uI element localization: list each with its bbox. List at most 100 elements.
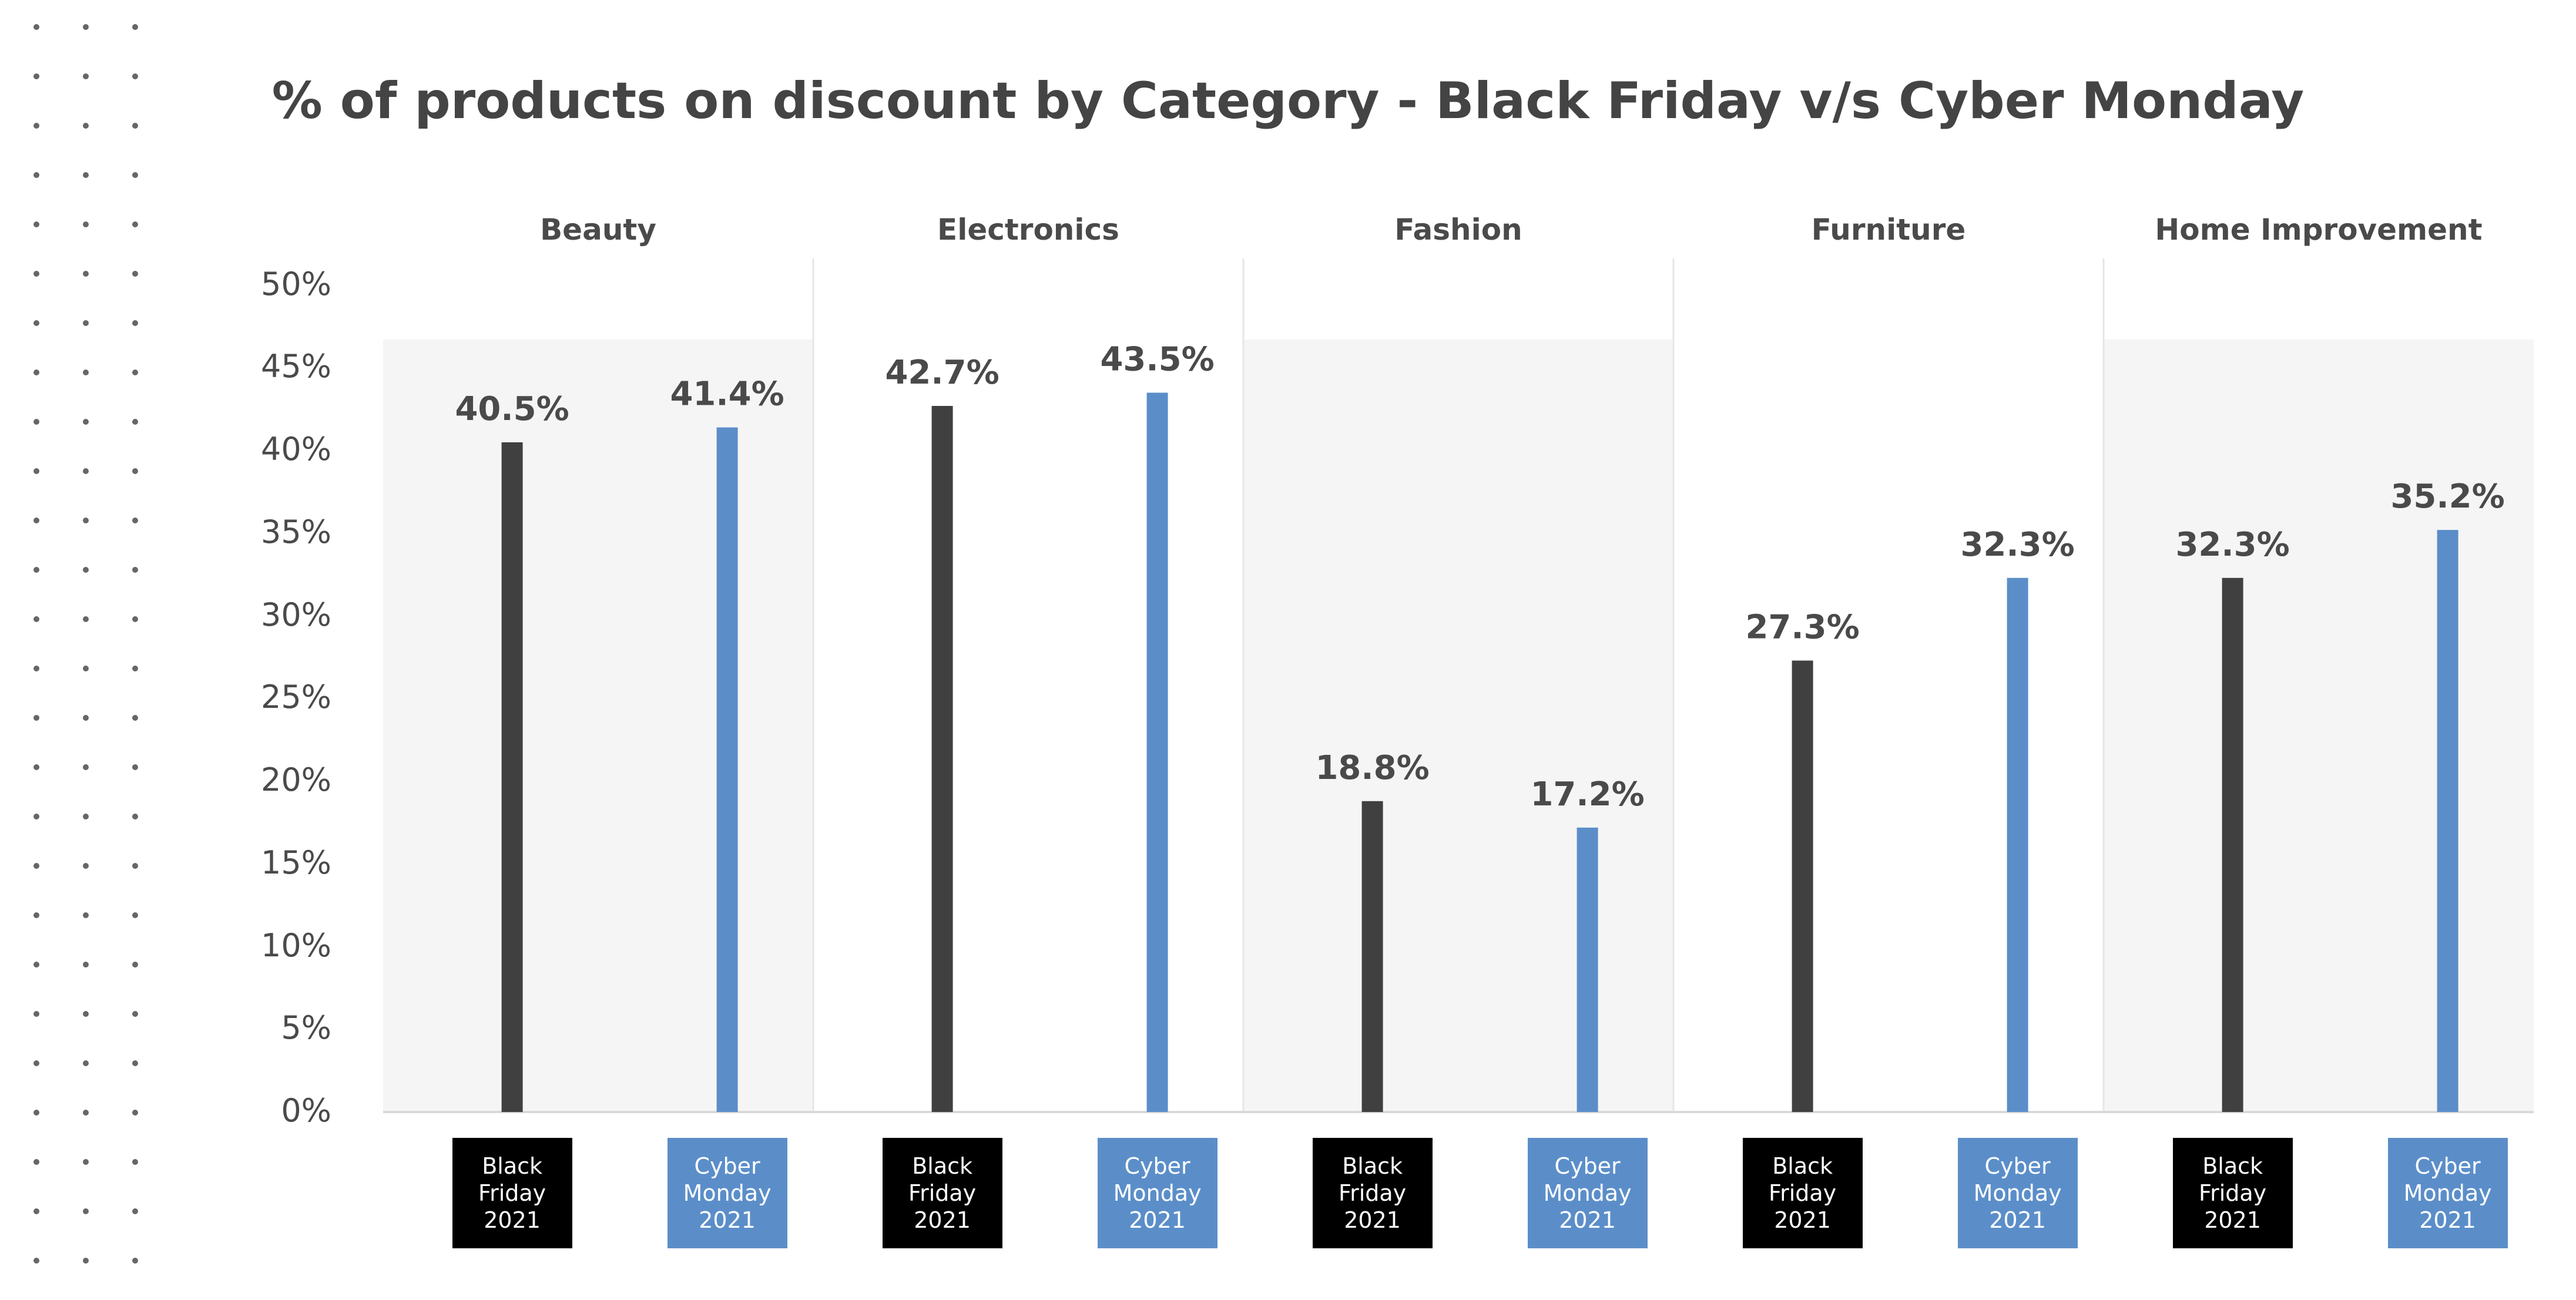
decor-dot	[83, 221, 89, 227]
decor-dot	[33, 221, 39, 227]
bar-furniture-series-2	[2007, 577, 2028, 1112]
x-label-line: Cyber	[1554, 1153, 1621, 1179]
y-tick-label: 15%	[260, 844, 331, 881]
y-tick-label: 0%	[281, 1092, 331, 1129]
bar-electronics-series-2	[1146, 392, 1168, 1112]
decor-dot	[33, 1011, 39, 1017]
decor-dot	[132, 1060, 138, 1066]
y-tick-label: 50%	[260, 265, 331, 303]
x-label-line: Black	[2202, 1153, 2263, 1179]
decor-dot	[33, 666, 39, 671]
decor-dot	[83, 1060, 89, 1066]
decor-dot	[83, 1159, 89, 1165]
x-label-line: Black	[912, 1153, 972, 1179]
decor-dot	[132, 1011, 138, 1017]
x-label-line: Cyber	[1984, 1153, 2051, 1179]
x-label-line: 2021	[2204, 1207, 2261, 1233]
data-label-beauty-series-2: 41.4%	[670, 375, 784, 414]
decor-dot	[33, 518, 39, 523]
x-label-box-furniture-series-1: Black Friday 2021	[1742, 1138, 1863, 1248]
decor-dot	[83, 271, 89, 277]
data-label-home-improvement-series-2: 35.2%	[2390, 478, 2504, 516]
data-label-electronics-series-2: 43.5%	[1100, 340, 1214, 378]
decor-dot	[33, 1208, 39, 1214]
panel-shade-beauty	[383, 340, 813, 1112]
decor-dot	[33, 320, 39, 326]
x-label-line: Black	[1772, 1153, 1833, 1179]
decor-dot	[83, 715, 89, 721]
bar-fashion-series-2	[1577, 827, 1598, 1112]
decor-dot	[33, 369, 39, 375]
decor-dot	[132, 912, 138, 918]
decor-dot	[33, 962, 39, 968]
decor-dot	[33, 468, 39, 474]
x-label-line: 2021	[1989, 1207, 2046, 1233]
decor-dot	[33, 172, 39, 178]
bar-furniture-series-1	[1792, 660, 1813, 1112]
decor-dot	[83, 419, 89, 425]
chart-title: % of products on discount by Category - …	[271, 72, 2305, 130]
decor-dot	[83, 518, 89, 523]
decor-dot	[83, 814, 89, 819]
bar-beauty-series-2	[716, 427, 738, 1112]
x-label-line: 2021	[1774, 1207, 1831, 1233]
decor-dot	[83, 616, 89, 622]
decor-dot	[83, 320, 89, 326]
decor-dot	[132, 1110, 138, 1116]
decor-dot	[132, 271, 138, 277]
decor-dot	[83, 666, 89, 671]
decor-dot	[33, 912, 39, 918]
decor-dot	[33, 863, 39, 869]
decor-dot	[132, 567, 138, 573]
data-label-fashion-series-1: 18.8%	[1315, 749, 1429, 787]
x-label-line: 2021	[1129, 1207, 1186, 1233]
x-label-line: Monday	[1973, 1180, 2062, 1206]
y-tick-label: 35%	[260, 513, 331, 550]
decor-dot	[33, 1110, 39, 1116]
decor-dot	[132, 814, 138, 819]
x-label-line: 2021	[914, 1207, 971, 1233]
decor-dot	[83, 962, 89, 968]
decor-dot	[132, 715, 138, 721]
category-label-fashion: Fashion	[1394, 213, 1522, 247]
x-label-line: Cyber	[1124, 1153, 1190, 1179]
decor-dot	[83, 1208, 89, 1214]
x-label-line: 2021	[2419, 1207, 2476, 1233]
decor-dot	[33, 419, 39, 425]
decor-dot	[132, 468, 138, 474]
x-label-line: Friday	[1769, 1180, 1837, 1206]
data-label-beauty-series-1: 40.5%	[455, 390, 569, 428]
decor-dot	[33, 764, 39, 770]
y-tick-label: 10%	[260, 926, 331, 964]
decor-dot	[132, 764, 138, 770]
decor-dot	[132, 419, 138, 425]
y-tick-label: 40%	[260, 431, 331, 468]
decor-dot	[83, 1011, 89, 1017]
data-label-furniture-series-2: 32.3%	[1960, 526, 2074, 564]
x-label-line: Monday	[2403, 1180, 2492, 1206]
decor-dot	[33, 271, 39, 277]
x-label-line: 2021	[1559, 1207, 1616, 1233]
decor-dot	[33, 567, 39, 573]
bar-fashion-series-1	[1361, 801, 1383, 1112]
x-label-line: Monday	[1543, 1180, 1632, 1206]
x-label-box-home-improvement-series-1: Black Friday 2021	[2172, 1138, 2293, 1248]
x-label-box-electronics-series-1: Black Friday 2021	[882, 1138, 1002, 1248]
bar-electronics-series-1	[931, 405, 953, 1112]
decor-dot	[33, 1159, 39, 1165]
data-label-fashion-series-2: 17.2%	[1530, 775, 1644, 814]
x-label-line: Cyber	[2414, 1153, 2481, 1179]
bar-home-improvement-series-2	[2437, 530, 2458, 1112]
y-tick-label: 5%	[281, 1009, 331, 1047]
decor-dot	[132, 123, 138, 129]
data-label-home-improvement-series-1: 32.3%	[2175, 526, 2289, 564]
decor-dot	[83, 123, 89, 129]
decor-dot	[33, 715, 39, 721]
bar-beauty-series-1	[501, 442, 523, 1112]
x-label-line: Friday	[1339, 1180, 1407, 1206]
decor-dot	[132, 616, 138, 622]
panel-shade-fashion	[1243, 340, 1673, 1112]
x-label-box-beauty-series-2: Cyber Monday 2021	[667, 1138, 787, 1248]
decor-dot	[33, 1258, 39, 1264]
